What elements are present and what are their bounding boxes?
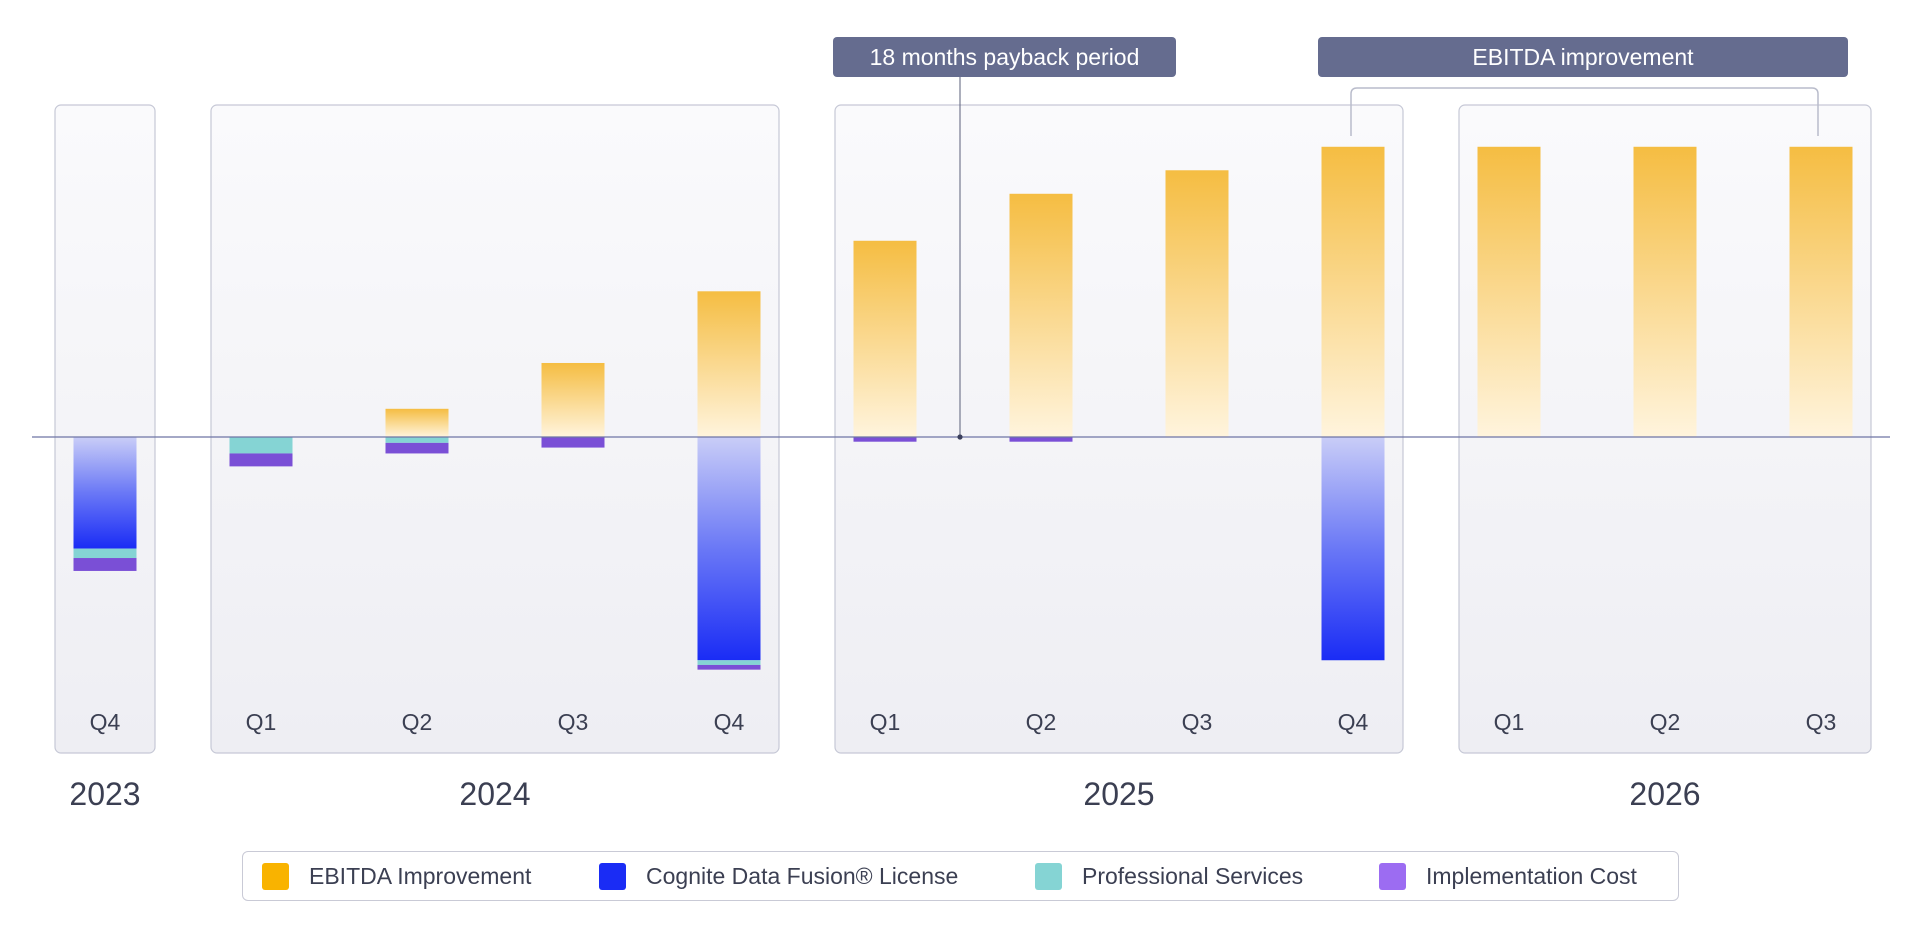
bar-implementation-cost-q1-2024 [229,453,293,467]
ebitda-bracket [1350,87,1819,136]
legend-swatch-license [599,862,626,890]
year-label-2026: 2026 [1629,776,1700,812]
year-label-2024: 2024 [459,776,530,812]
ebitda-callout-text: EBITDA improvement [1472,43,1694,70]
bar-implementation-cost-q3-2024 [541,437,605,448]
quarter-label-q1-2026: Q1 [1494,709,1525,735]
payback-callout: 18 months payback period [833,37,1176,77]
bar-ebitda-improvement-q1-2025 [853,240,917,437]
bar-ebitda-improvement-q4-2025 [1321,146,1385,437]
bar-implementation-cost-q1-2025 [853,437,917,442]
bar-implementation-cost-q2-2024 [385,442,449,454]
bar-ebitda-improvement-q2-2024 [385,408,449,437]
quarter-label-q3-2025: Q3 [1182,709,1213,735]
bar-ebitda-improvement-q2-2025 [1009,193,1073,437]
quarter-label-q2-2025: Q2 [1026,709,1057,735]
bar-implementation-cost-q4-2024 [697,664,761,670]
ebitda-callout: EBITDA improvement [1318,37,1848,77]
legend-label-ebitda: EBITDA Improvement [309,862,532,889]
bar-ebitda-improvement-q2-2026 [1633,146,1697,437]
quarter-label-q2-2024: Q2 [402,709,433,735]
quarter-label-q3-2024: Q3 [558,709,589,735]
year-label-2023: 2023 [69,776,140,812]
bar-cognite-data-fusion-license-q4-2023 [73,437,137,549]
bar-ebitda-improvement-q3-2024 [541,362,605,437]
legend-item-implementation-cost: Implementation Cost [1379,852,1637,900]
chart-legend: EBITDA Improvement Cognite Data Fusion® … [242,851,1679,901]
payback-callout-text: 18 months payback period [869,43,1140,70]
year-panel-2024 [210,104,780,754]
legend-label-professional-services: Professional Services [1082,862,1304,889]
bar-cognite-data-fusion-license-q4-2024 [697,437,761,661]
bar-cognite-data-fusion-license-q4-2025 [1321,437,1385,661]
bar-ebitda-improvement-q3-2026 [1789,146,1853,437]
legend-swatch-ebitda [262,862,289,890]
quarter-label-q4-2024: Q4 [714,709,745,735]
bar-professional-services-q4-2023 [73,548,137,559]
legend-swatch-implementation-cost [1379,862,1406,890]
year-label-2025: 2025 [1083,776,1154,812]
quarter-label-q1-2025: Q1 [870,709,901,735]
bar-professional-services-q2-2024 [385,437,449,443]
bar-professional-services-q1-2024 [229,437,293,454]
quarter-label-q4-2023: Q4 [90,709,121,735]
year-panel-2023 [54,104,156,754]
bar-ebitda-improvement-q1-2026 [1477,146,1541,437]
bar-professional-services-q4-2024 [697,660,761,665]
quarter-label-q2-2026: Q2 [1650,709,1681,735]
bar-implementation-cost-q2-2025 [1009,437,1073,442]
legend-item-ebitda: EBITDA Improvement [262,852,531,900]
legend-label-implementation-cost: Implementation Cost [1426,862,1637,889]
legend-swatch-professional-services [1035,862,1062,890]
legend-item-license: Cognite Data Fusion® License [599,852,958,900]
quarter-label-q4-2025: Q4 [1338,709,1369,735]
bar-ebitda-improvement-q4-2024 [697,291,761,437]
payback-marker [957,434,963,440]
legend-label-license: Cognite Data Fusion® License [646,862,959,889]
bar-implementation-cost-q4-2023 [73,558,137,571]
bar-ebitda-improvement-q3-2025 [1165,170,1229,437]
quarter-label-q1-2024: Q1 [246,709,277,735]
year-panel-2025 [834,104,1404,754]
legend-item-professional-services: Professional Services [1035,852,1303,900]
quarter-label-q3-2026: Q3 [1806,709,1837,735]
